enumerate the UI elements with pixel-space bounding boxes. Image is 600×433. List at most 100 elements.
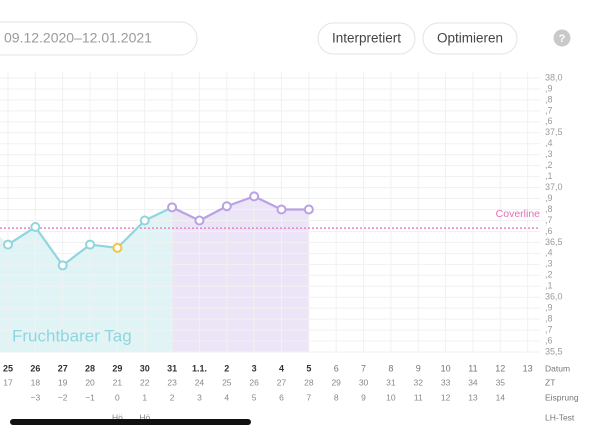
- x-tick-label: 4: [279, 363, 284, 373]
- y-tick-label: ,3: [545, 149, 553, 159]
- x-tick-label: 9: [416, 363, 421, 373]
- coverline-label: Coverline: [496, 208, 541, 220]
- y-tick-label: ,9: [545, 83, 553, 93]
- data-point: [30, 222, 41, 233]
- data-point: [276, 204, 287, 215]
- y-tick-label: ,4: [545, 248, 553, 258]
- row-value: 10: [386, 392, 396, 402]
- y-tick-label: ,7: [545, 324, 553, 334]
- interpret-button[interactable]: [317, 22, 416, 55]
- phase-area: [62, 244, 91, 352]
- fertile-label: Fruchtbarer Tag: [12, 326, 132, 345]
- line-segment: [144, 206, 173, 222]
- row-label: Eisprung: [545, 392, 579, 402]
- x-tick-label: 27: [58, 363, 68, 373]
- x-tick-label: 29: [112, 363, 122, 373]
- home-indicator: [10, 419, 251, 425]
- x-tick-label: 6: [334, 363, 339, 373]
- y-tick-label: ,4: [545, 138, 553, 148]
- grid: [0, 72, 540, 353]
- x-tick-label: 7: [361, 363, 366, 373]
- row-value: 33: [441, 377, 451, 387]
- y-tick-label: ,8: [545, 204, 553, 214]
- y-tick-label: ,6: [545, 116, 553, 126]
- row-value: 13: [468, 392, 478, 402]
- row-value: 9: [361, 392, 366, 402]
- y-tick-label: 35,5: [545, 346, 563, 356]
- y-tick-label: 38,0: [545, 72, 563, 82]
- chart: 35,5,6,7,8,936,0,1,2,3,436,5,6,7,8,937,0…: [0, 72, 579, 422]
- x-tick-label: 13: [523, 363, 533, 373]
- data-point: [167, 202, 178, 213]
- y-tick-label: ,9: [545, 303, 553, 313]
- x-tick-label: 5: [306, 363, 311, 373]
- row-value: −3: [30, 392, 40, 402]
- row-value: −2: [58, 392, 68, 402]
- row-value: 31: [386, 377, 396, 387]
- row-value: 24: [195, 377, 205, 387]
- x-tick-label: 31: [167, 363, 177, 373]
- row-value: Hö: [139, 412, 150, 422]
- row-value: 25: [222, 377, 232, 387]
- y-tick-label: ,8: [545, 313, 553, 323]
- x-tick-label: 3: [252, 363, 257, 373]
- help-label: ?: [559, 33, 566, 45]
- row-value: 1: [142, 392, 147, 402]
- y-tick-label: 37,0: [545, 182, 563, 192]
- row-value: 23: [167, 377, 177, 387]
- data-point: [249, 191, 260, 202]
- row-value: 28: [304, 377, 314, 387]
- row-value: 21: [113, 377, 123, 387]
- y-tick-label: ,2: [545, 270, 553, 280]
- phase-area: [281, 209, 309, 352]
- line-segment: [198, 205, 228, 222]
- y-tick-label: ,1: [545, 281, 553, 291]
- help-icon[interactable]: [553, 29, 571, 47]
- row-value: 30: [359, 377, 369, 387]
- x-tick-label: 2: [224, 363, 229, 373]
- line-segment: [34, 226, 64, 267]
- row-value: 20: [85, 377, 95, 387]
- row-value: 18: [31, 377, 41, 387]
- x-tick-label: 10: [441, 363, 451, 373]
- data-point: [194, 215, 205, 226]
- data-point: [3, 239, 13, 250]
- y-tick-label: ,1: [545, 171, 553, 181]
- x-tick-label: 26: [30, 363, 40, 373]
- row-value: 3: [197, 392, 202, 402]
- y-tick-label: ,8: [545, 94, 553, 104]
- row-value: −1: [85, 392, 95, 402]
- row-label: LH-Test: [545, 412, 575, 422]
- row-value: 19: [58, 377, 68, 387]
- row-value: 26: [249, 377, 259, 387]
- phase-area: [172, 207, 200, 352]
- y-tick-label: 36,5: [545, 237, 563, 247]
- y-tick-label: ,9: [545, 193, 553, 203]
- row-value: 29: [331, 377, 341, 387]
- optimize-button[interactable]: [422, 22, 518, 55]
- y-tick-label: ,7: [545, 105, 553, 115]
- data-point: [112, 242, 123, 253]
- row-value: 2: [170, 392, 175, 402]
- x-tick-label: 11: [468, 363, 477, 373]
- row-value: 6: [279, 392, 284, 402]
- phase-area: [8, 227, 36, 352]
- line-segment: [116, 219, 146, 249]
- x-tick-label: 25: [3, 363, 13, 373]
- y-tick-label: ,7: [545, 215, 553, 225]
- row-value: 27: [277, 377, 287, 387]
- row-value: 22: [140, 377, 150, 387]
- y-tick-label: ,6: [545, 226, 553, 236]
- x-tick-label: 8: [388, 363, 393, 373]
- row-value: 8: [334, 392, 339, 402]
- row-value: 12: [441, 392, 451, 402]
- date-range-pill[interactable]: [0, 21, 198, 56]
- row-value: 11: [414, 392, 423, 402]
- phase-area: [254, 196, 282, 352]
- y-tick-label: ,6: [545, 335, 553, 345]
- y-tick-label: 37,5: [545, 127, 563, 137]
- data-point: [85, 239, 96, 250]
- optimize-label: Optimieren: [437, 31, 503, 46]
- line-segment: [253, 195, 282, 211]
